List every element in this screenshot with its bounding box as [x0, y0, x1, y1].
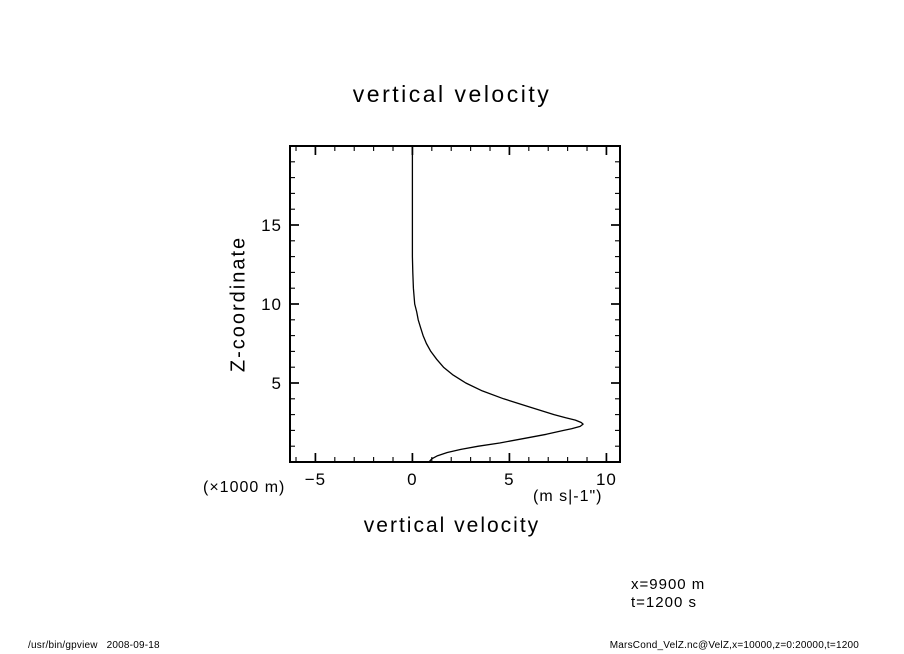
- plot-frame: [289, 145, 621, 463]
- y-tick-label: 10: [261, 295, 282, 314]
- annotation-time: t=1200 s: [631, 594, 697, 611]
- y-tick-label: 5: [272, 374, 282, 393]
- velocity-curve: [411, 146, 584, 463]
- page-title: vertical velocity: [352, 81, 552, 107]
- x-tick-label: 5: [504, 470, 514, 489]
- y-axis-unit: (×1000 m): [203, 479, 286, 496]
- x-tick-label: 10: [596, 470, 617, 489]
- x-tick-label: −5: [305, 470, 326, 489]
- annotation-x-position: x=9900 m: [631, 576, 706, 593]
- footer-command-line: /usr/bin/gpview 2008-09-18: [28, 640, 160, 651]
- x-axis-title: vertical velocity: [363, 514, 541, 537]
- y-tick-label: 15: [261, 216, 282, 235]
- footer-data-source: MarsCond_VelZ.nc@VelZ,x=10000,z=0:20000,…: [609, 640, 859, 651]
- x-tick-label: 0: [407, 470, 417, 489]
- x-axis-unit: (m s|-1"): [533, 488, 603, 505]
